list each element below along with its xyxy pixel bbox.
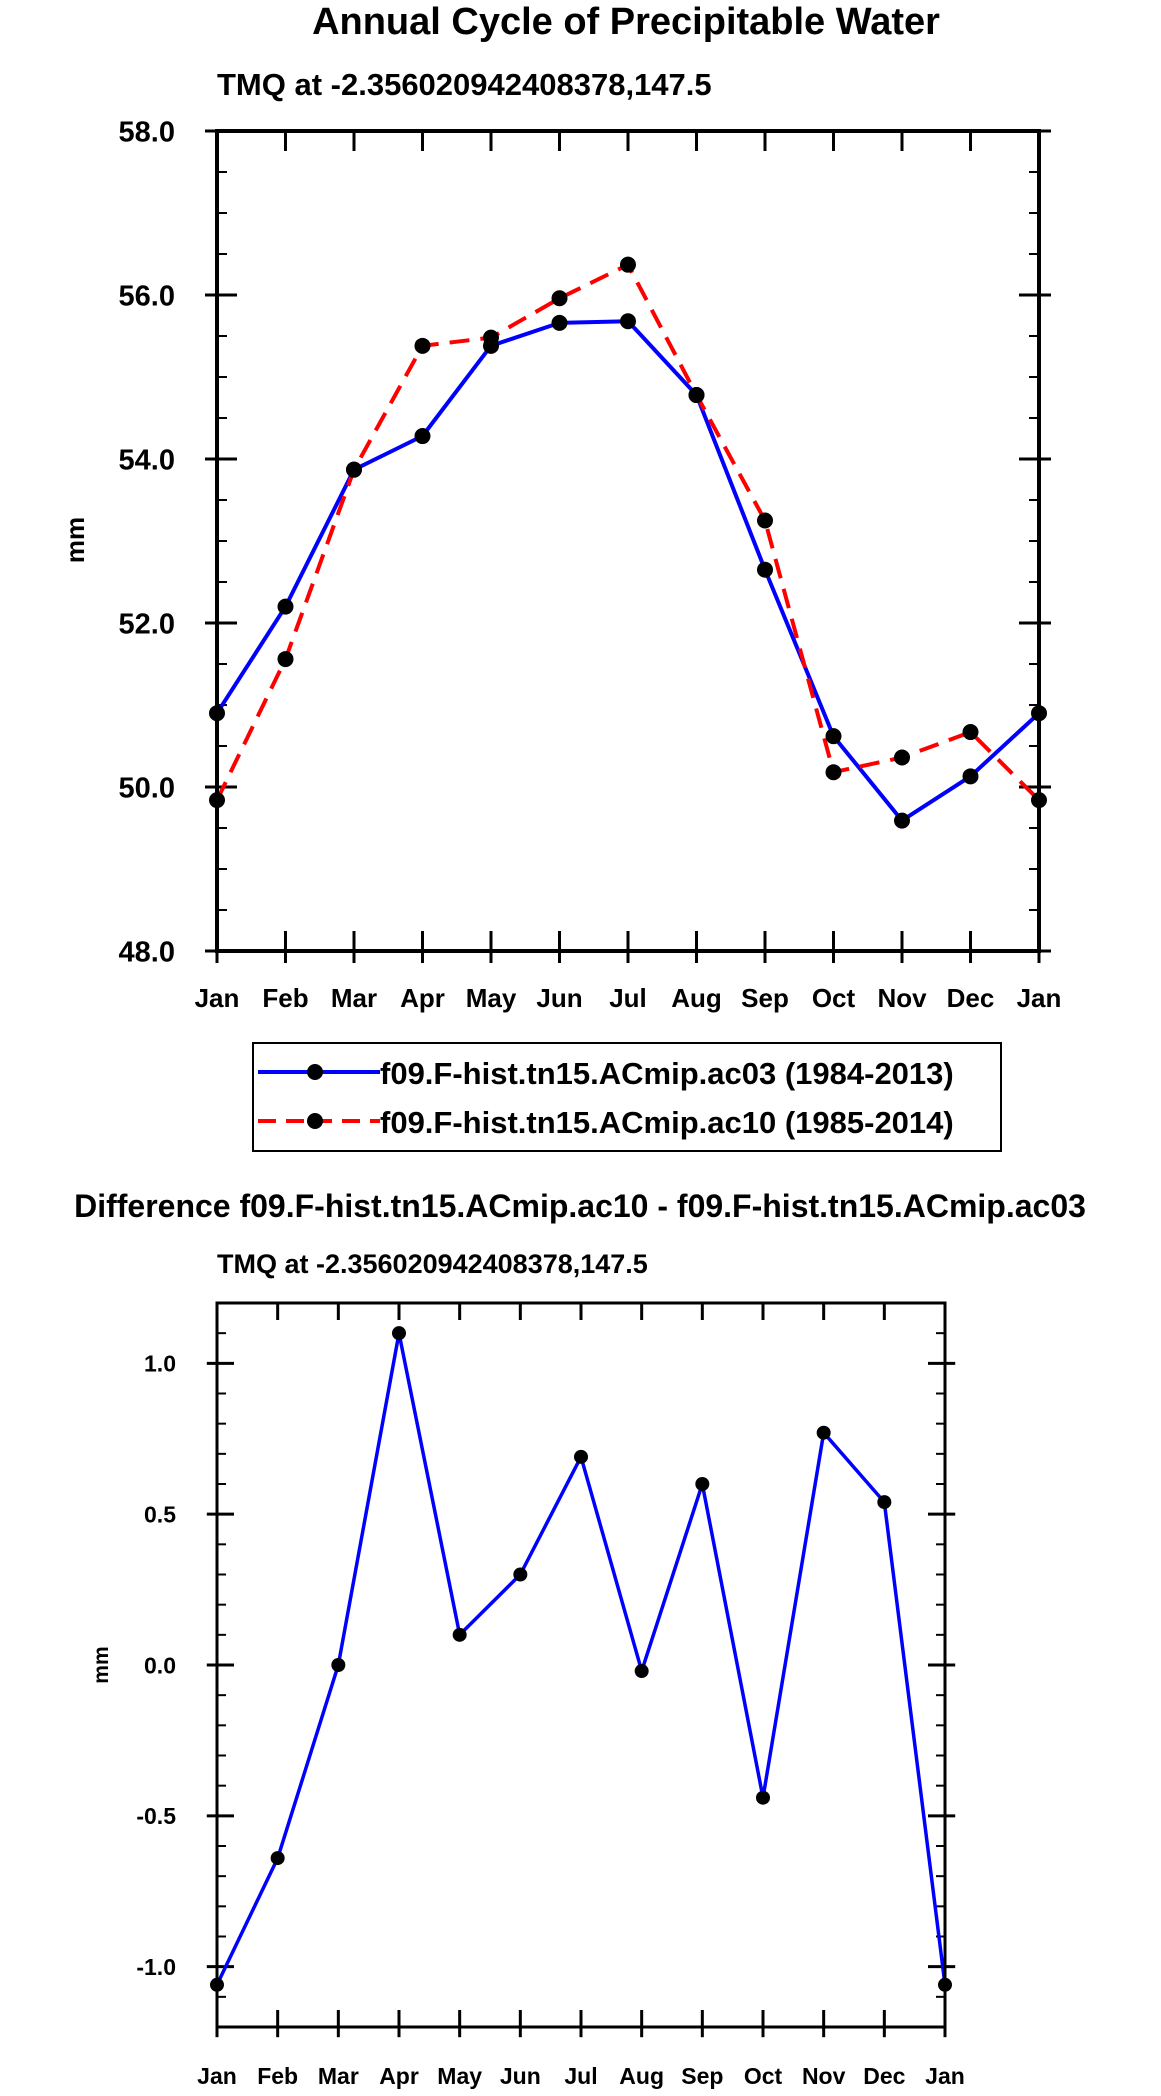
chart2-ticks: [206, 1302, 956, 2038]
x-tick-label: Mar: [331, 983, 377, 1013]
legend-graphics: f09.F-hist.tn15.ACmip.ac03 (1984-2013) f…: [258, 1056, 954, 1140]
y-tick-label: 50.0: [119, 772, 175, 804]
x-tick-label: Oct: [812, 983, 856, 1013]
x-tick-label: Apr: [379, 2063, 419, 2089]
y-tick-label: 1.0: [144, 1351, 176, 1377]
y-tick-label: 52.0: [119, 608, 175, 640]
chart1-series: [209, 256, 1047, 829]
x-tick-label: Apr: [400, 983, 445, 1013]
chart1-x-tick-labels: Jan Feb Mar Apr May Jun Jul Aug Sep Oct Nov Dec Jan: [195, 983, 1062, 1013]
data-point-series-2: [346, 461, 362, 478]
x-tick-label: Feb: [262, 983, 308, 1013]
data-point-series-1: [277, 598, 294, 615]
chart1-legend: f09.F-hist.tn15.ACmip.ac03 (1984-2013) f…: [252, 1042, 1002, 1152]
data-point-series-2: [688, 387, 705, 404]
legend-label-1: f09.F-hist.tn15.ACmip.ac03 (1984-2013): [380, 1056, 954, 1091]
chart1-y-tick-labels: 48.0 50.0 52.0 54.0 56.0 58.0: [119, 116, 175, 968]
series-line-1: [215, 319, 1041, 823]
data-point-series-1: [513, 1567, 528, 1582]
legend-label-2: f09.F-hist.tn15.ACmip.ac10 (1985-2014): [380, 1105, 954, 1140]
data-point-series-1: [331, 1658, 346, 1672]
legend-marker-2: [307, 1113, 323, 1129]
data-point-series-1: [757, 561, 773, 578]
chart2-series: [210, 1326, 952, 1992]
x-tick-label: Nov: [877, 983, 927, 1013]
legend-marker-1: [307, 1064, 323, 1080]
data-point-series-1: [270, 1851, 285, 1866]
data-point-series-1: [452, 1627, 467, 1642]
chart1-title: Annual Cycle of Precipitable Water: [312, 1, 940, 43]
data-point-series-1: [962, 768, 979, 785]
chart2-ylabel: mm: [90, 1646, 113, 1683]
data-point-series-1: [574, 1449, 588, 1464]
x-tick-label: Jan: [1017, 983, 1062, 1013]
chart2-x-tick-labels: Jan Feb Mar Apr May Jun Jul Aug Sep Oct Nov Dec Jan: [197, 2063, 965, 2089]
chart2-title: Difference f09.F-hist.tn15.ACmip.ac10 - …: [74, 1188, 1086, 1224]
x-tick-label: Mar: [318, 2063, 359, 2089]
x-tick-label: Sep: [681, 2063, 723, 2089]
series-line-2: [215, 262, 1041, 802]
y-tick-label: 0.0: [144, 1652, 176, 1678]
y-tick-label: 48.0: [119, 936, 175, 968]
x-tick-label: Feb: [257, 2063, 298, 2089]
data-point-series-2: [620, 256, 636, 273]
y-tick-label: 58.0: [119, 116, 175, 148]
data-point-series-1: [894, 812, 910, 829]
chart1-plot-frame: [215, 129, 1041, 953]
chart1-subtitle: TMQ at -2.356020942408378,147.5: [217, 67, 712, 102]
data-point-series-2: [551, 290, 568, 307]
data-point-series-1: [816, 1425, 831, 1440]
x-tick-label: May: [437, 2063, 482, 2089]
x-tick-label: Sep: [741, 983, 789, 1013]
x-tick-label: Jan: [195, 983, 240, 1013]
chart1-ticks: [205, 129, 1051, 963]
legend-item-series-1: f09.F-hist.tn15.ACmip.ac03 (1984-2013): [258, 1056, 954, 1091]
x-tick-label: Jan: [197, 2063, 237, 2089]
x-tick-label: Aug: [619, 2063, 664, 2089]
data-point-series-1: [551, 314, 568, 331]
chart2-plot-frame: [215, 1301, 947, 2029]
data-point-series-1: [620, 313, 636, 330]
data-point-series-2: [277, 651, 294, 668]
y-tick-label: 0.5: [144, 1501, 176, 1527]
data-point-series-1: [756, 1790, 770, 1805]
x-tick-label: Jun: [500, 2063, 541, 2089]
y-tick-label: -1.0: [136, 1954, 176, 1980]
y-tick-label: 54.0: [119, 444, 175, 476]
data-point-series-1: [877, 1495, 892, 1510]
x-tick-label: Dec: [863, 2063, 905, 2089]
data-point-series-2: [825, 764, 842, 781]
x-tick-label: Jul: [609, 983, 647, 1013]
data-point-series-1: [392, 1326, 406, 1341]
x-tick-label: May: [466, 983, 517, 1013]
data-point-series-1: [825, 728, 842, 745]
data-point-series-1: [414, 428, 431, 445]
data-point-series-1: [634, 1664, 649, 1679]
data-point-series-2: [894, 749, 910, 766]
chart2-subtitle: TMQ at -2.356020942408378,147.5: [217, 1249, 648, 1279]
data-point-series-2: [962, 724, 979, 741]
data-point-series-2: [414, 337, 431, 354]
y-tick-label: -0.5: [136, 1803, 176, 1829]
data-point-series-1: [695, 1477, 710, 1491]
data-point-series-2: [483, 329, 499, 346]
legend-item-series-2: f09.F-hist.tn15.ACmip.ac10 (1985-2014): [258, 1105, 954, 1140]
x-tick-label: Jun: [536, 983, 582, 1013]
x-tick-label: Aug: [671, 983, 722, 1013]
series-line-1: [215, 1331, 947, 1986]
x-tick-label: Oct: [744, 2063, 783, 2089]
annual-cycle-chart: Annual Cycle of Precipitable Water TMQ a…: [60, 1, 1061, 1013]
x-tick-label: Jan: [925, 2063, 965, 2089]
data-point-series-2: [757, 512, 773, 529]
chart2-y-tick-labels: -1.0 -0.5 0.0 0.5 1.0: [136, 1351, 176, 1980]
x-tick-label: Dec: [947, 983, 995, 1013]
chart1-ylabel: mm: [60, 517, 90, 563]
y-tick-label: 56.0: [119, 280, 175, 312]
x-tick-label: Jul: [564, 2063, 597, 2089]
x-tick-label: Nov: [802, 2063, 846, 2089]
difference-chart: Difference f09.F-hist.tn15.ACmip.ac10 - …: [74, 1188, 1086, 2089]
